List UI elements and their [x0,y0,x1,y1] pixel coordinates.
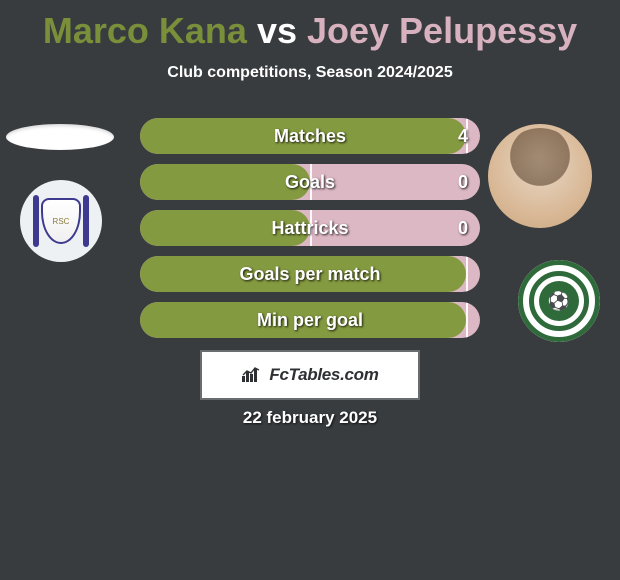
vs-separator: vs [257,10,307,51]
stat-label: Goals per match [140,256,480,292]
comparison-title: Marco Kana vs Joey Pelupessy [0,0,620,52]
stat-label: Goals [140,164,480,200]
brand-attribution: FcTables.com [200,350,420,400]
lommel-crest-graphic [518,260,600,342]
player2-name: Joey Pelupessy [307,10,577,51]
stat-label: Matches [140,118,480,154]
snapshot-date: 22 february 2025 [0,408,620,428]
stat-bar: Min per goal [140,302,480,338]
player2-club-crest [518,260,600,342]
stat-value-right: 0 [458,164,468,200]
stats-panel: Matches4Goals0Hattricks0Goals per matchM… [140,118,480,348]
brand-text: FcTables.com [269,365,378,385]
stat-label: Min per goal [140,302,480,338]
stat-value-right: 0 [458,210,468,246]
stat-bar: Matches4 [140,118,480,154]
player1-club-crest: RSC [20,180,102,262]
subtitle: Club competitions, Season 2024/2025 [0,64,620,82]
anderlecht-crest-graphic: RSC [33,195,89,247]
stat-bar: Hattricks0 [140,210,480,246]
player1-name: Marco Kana [43,10,247,51]
stat-bar: Goals per match [140,256,480,292]
stat-value-right: 4 [458,118,468,154]
stat-label: Hattricks [140,210,480,246]
player1-photo-placeholder [6,124,114,150]
bar-chart-icon [241,366,263,384]
player2-photo [488,124,592,228]
stat-bar: Goals0 [140,164,480,200]
